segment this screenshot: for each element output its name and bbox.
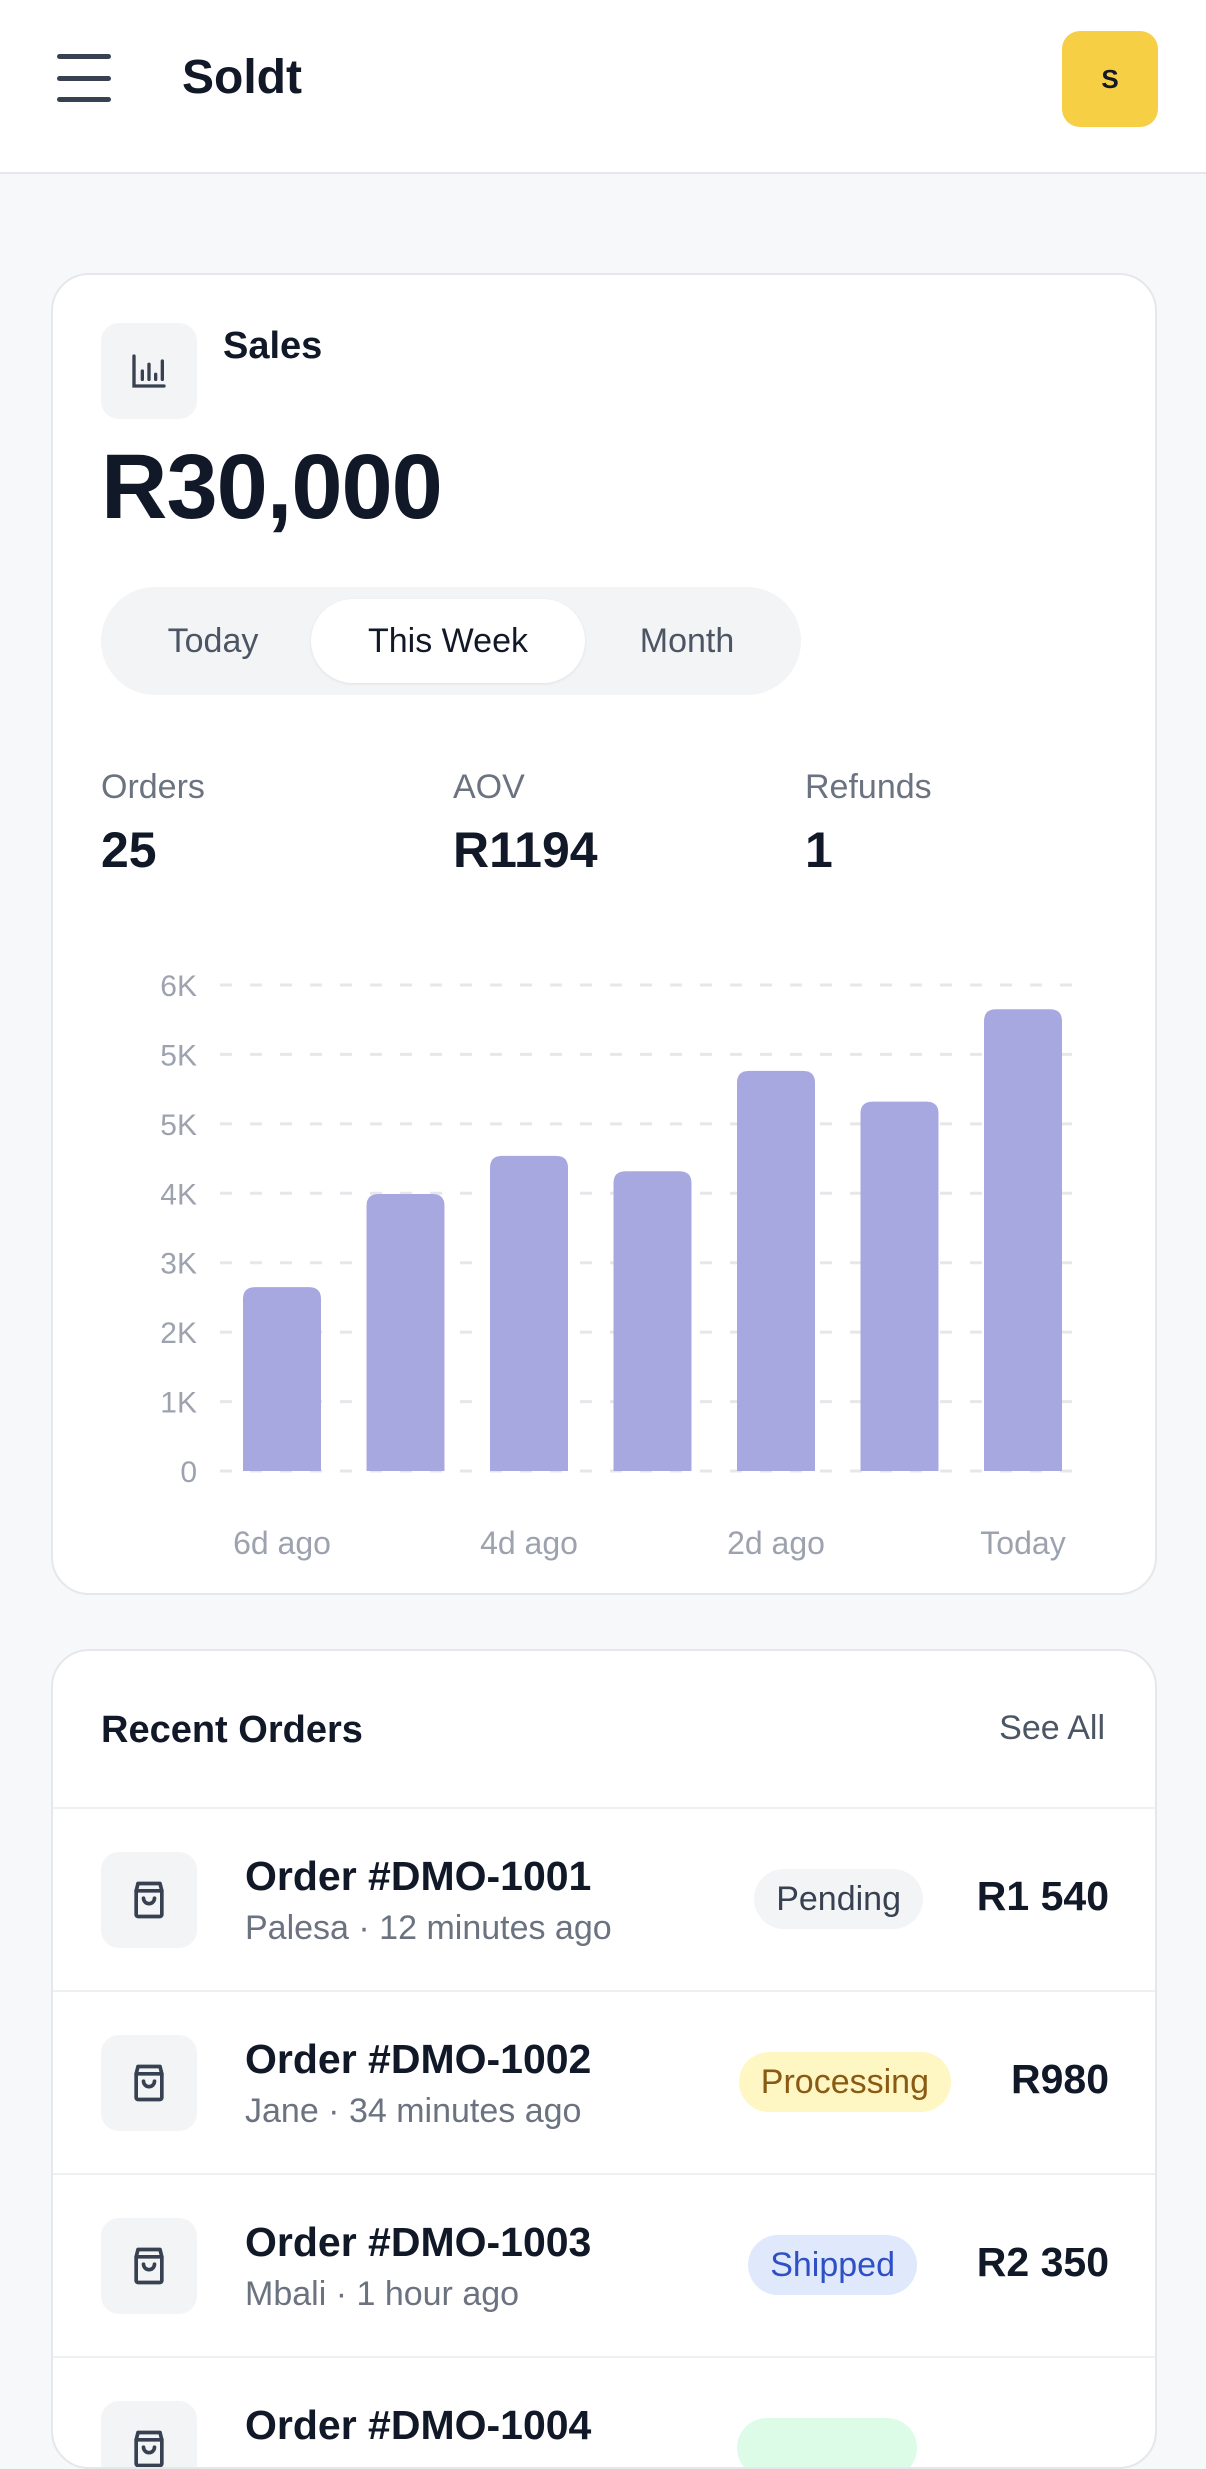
avatar[interactable]: S: [1062, 31, 1158, 127]
order-amount: R980: [1010, 2056, 1109, 2102]
y-tick-label: 5K: [160, 1039, 197, 1072]
y-tick-label: 5K: [160, 1109, 197, 1142]
shopping-bag-icon: [101, 1852, 197, 1948]
bar-3d-ago: [613, 1171, 692, 1471]
period-this-week[interactable]: This Week: [311, 599, 585, 683]
bar-1d-ago: [860, 1101, 939, 1471]
period-selector: Today This Week Month: [101, 587, 801, 695]
app-header: Soldt S: [0, 0, 1206, 174]
bar-today: [984, 1009, 1062, 1471]
order-title: Order #DMO-1003: [245, 2219, 592, 2265]
shopping-bag-icon: [101, 2218, 197, 2314]
x-tick-label: Today: [980, 1525, 1065, 1561]
order-title: Order #DMO-1002: [245, 2036, 592, 2082]
bar-chart-icon: [101, 323, 197, 419]
stat-label: AOV: [453, 768, 525, 806]
stat-orders: Orders 25: [101, 768, 205, 879]
recent-orders-card: Recent Orders See All Order #DMO-1001 Pal…: [51, 1649, 1157, 2469]
x-tick-label: 4d ago: [480, 1525, 578, 1561]
order-title: Order #DMO-1004: [245, 2402, 592, 2448]
stat-value: 25: [101, 822, 157, 878]
order-amount: R2 350: [976, 2239, 1109, 2285]
x-tick-label: 6d ago: [233, 1525, 331, 1561]
bar-5d-ago: [366, 1193, 445, 1471]
app-title: Soldt: [182, 51, 302, 104]
status-badge: Processing: [738, 2052, 951, 2112]
stat-label: Orders: [101, 768, 205, 806]
shopping-bag-icon: [101, 2401, 197, 2467]
order-row[interactable]: Order #DMO-1003 Mbali · 1 hour ago Shipped…: [53, 2173, 1155, 2356]
sales-card: Sales R30,000 Today This Week Month Orde…: [51, 273, 1157, 1595]
x-tick-label: 2d ago: [727, 1525, 825, 1561]
shopping-bag-icon: [101, 2035, 197, 2131]
sales-chart: 0 1K 2K 3K 4K 5K 5K 6K 6d ago 4d ago 2d ago Today: [160, 970, 1074, 1561]
order-title: Order #DMO-1001: [245, 1853, 592, 1899]
stat-label: Refunds: [805, 768, 932, 806]
sales-label: Sales: [223, 325, 323, 367]
status-badge: [737, 2418, 917, 2467]
y-tick-label: 1K: [160, 1387, 197, 1420]
see-all-link[interactable]: See All: [999, 1709, 1105, 1747]
y-tick-label: 3K: [160, 1248, 197, 1281]
order-subtitle: Mbali · 1 hour ago: [245, 2275, 520, 2313]
order-row[interactable]: Order #DMO-1004: [53, 2356, 1155, 2467]
period-month[interactable]: Month: [639, 621, 735, 660]
order-amount: R1 540: [976, 1873, 1109, 1919]
recent-orders-title: Recent Orders: [101, 1709, 363, 1751]
stat-value: 1: [805, 822, 833, 878]
order-row[interactable]: Order #DMO-1002 Jane · 34 minutes ago Proc…: [53, 1990, 1155, 2173]
order-subtitle: Palesa · 12 minutes ago: [245, 1909, 612, 1947]
y-tick-label: 4K: [160, 1178, 197, 1211]
stat-refunds: Refunds 1: [805, 768, 932, 879]
status-badge: Shipped: [748, 2235, 917, 2295]
y-tick-label: 2K: [160, 1317, 197, 1350]
bar-2d-ago: [737, 1070, 815, 1471]
period-today[interactable]: Today: [167, 621, 259, 660]
stat-aov: AOV R1194: [453, 768, 598, 879]
sales-total: R30,000: [101, 436, 443, 538]
y-tick-label: 6K: [160, 970, 197, 1003]
bar-6d-ago: [243, 1287, 321, 1471]
order-row[interactable]: Order #DMO-1001 Palesa · 12 minutes ago Pe…: [53, 1807, 1155, 1990]
y-tick-label: 0: [180, 1456, 197, 1489]
status-badge: Pending: [754, 1869, 923, 1929]
stat-value: R1194: [453, 822, 598, 878]
bar-4d-ago: [490, 1155, 568, 1471]
order-subtitle: Jane · 34 minutes ago: [245, 2092, 582, 2130]
menu-icon[interactable]: [57, 54, 111, 102]
